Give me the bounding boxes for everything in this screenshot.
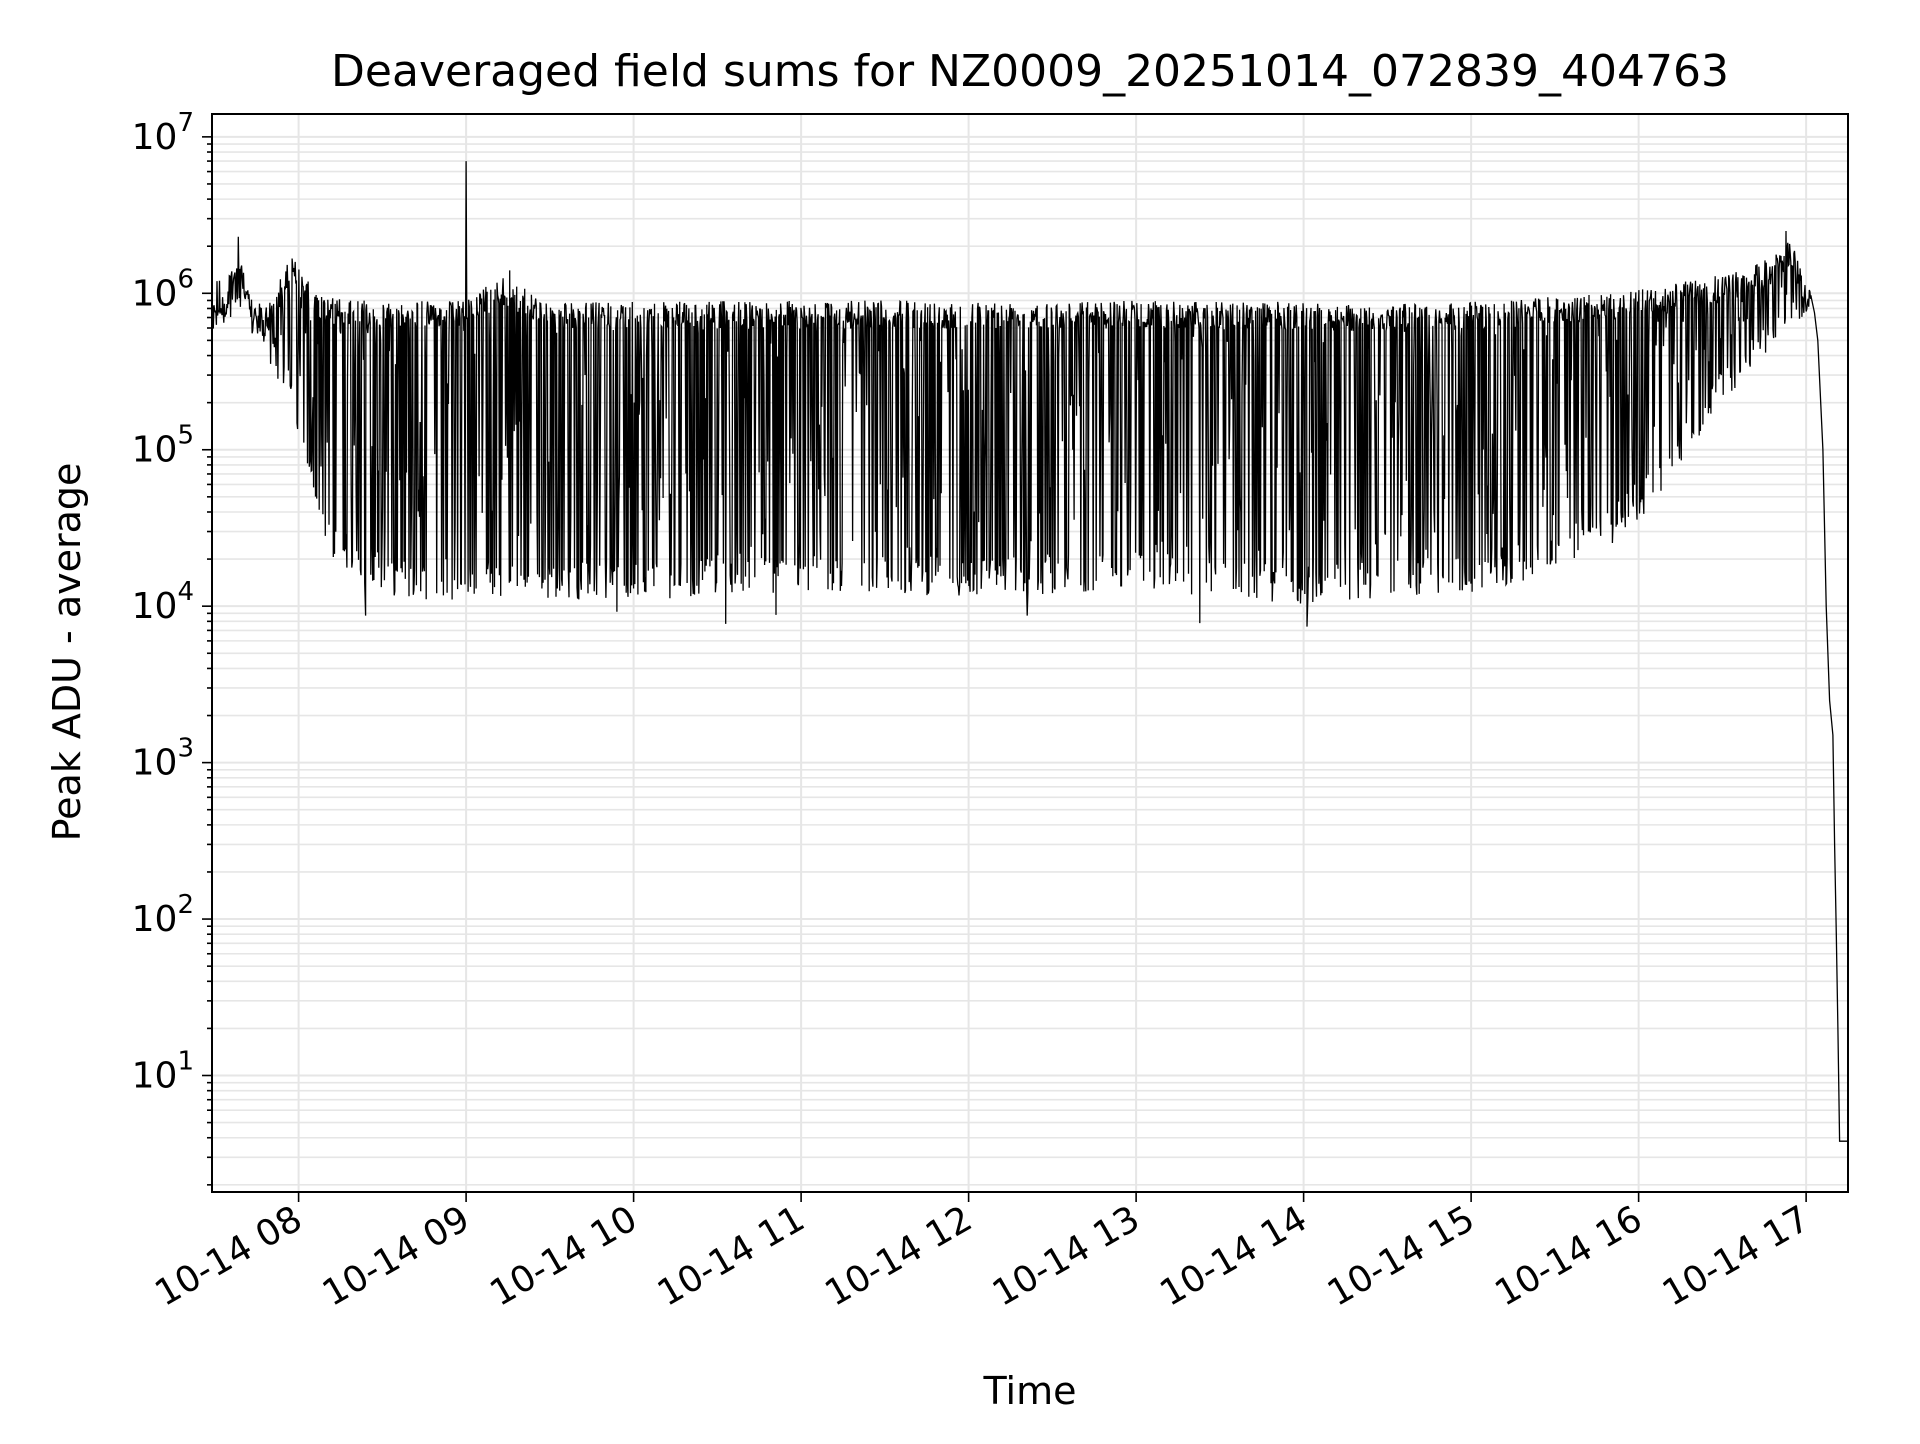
x-tick-label: 10-14 16	[1488, 1198, 1649, 1314]
y-tick-label: 104	[132, 577, 194, 627]
series-line-peak-adu	[210, 161, 1848, 1142]
series-layer	[210, 161, 1848, 1142]
y-tick-label: 107	[132, 108, 194, 158]
x-axis-label: Time	[983, 1369, 1077, 1413]
x-tick-label: 10-14 12	[818, 1198, 979, 1314]
x-tick-label: 10-14 14	[1153, 1198, 1314, 1314]
grid-layer	[212, 114, 1848, 1192]
x-tick-label: 10-14 08	[148, 1198, 309, 1314]
x-tick-label: 10-14 09	[316, 1198, 477, 1314]
x-tick-label: 10-14 13	[986, 1198, 1147, 1314]
chart-title: Deaveraged field sums for NZ0009_2025101…	[331, 46, 1729, 97]
x-tick-label: 10-14 11	[651, 1198, 812, 1314]
x-tick-label: 10-14 17	[1656, 1198, 1817, 1314]
y-tick-label: 102	[132, 890, 194, 940]
y-axis-label: Peak ADU - average	[45, 463, 89, 842]
y-tick-label: 103	[132, 734, 194, 784]
y-tick-label: 105	[132, 421, 194, 471]
x-tick-label: 10-14 10	[483, 1198, 644, 1314]
y-tick-label: 106	[132, 264, 194, 314]
y-tick-label: 101	[132, 1046, 194, 1096]
tick-layer: 10-14 08 10-14 09 10-14 10 10-14 11 10-14 12…	[132, 108, 1817, 1315]
x-tick-label: 10-14 15	[1321, 1198, 1482, 1314]
